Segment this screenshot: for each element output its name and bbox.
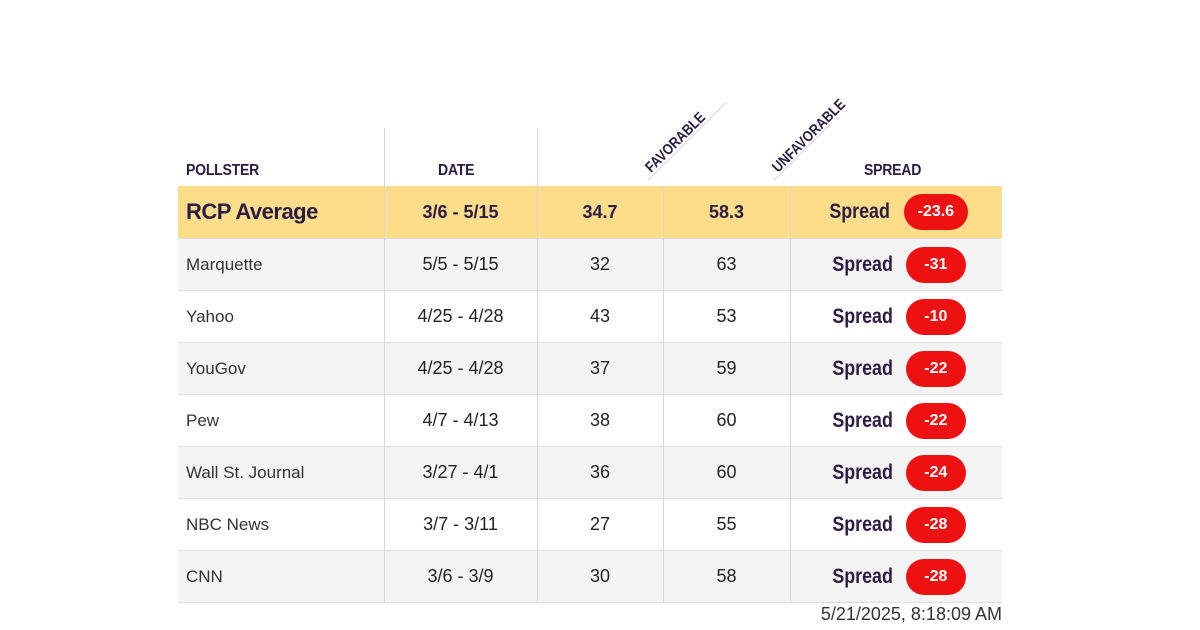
header-pollster-label: POLLSTER	[186, 162, 259, 179]
spread-label: Spread	[829, 200, 891, 223]
row-spread: Spread -28	[790, 498, 1002, 551]
row-spread: Spread -22	[790, 342, 1002, 395]
rcp-average-row: RCP Average 3/6 - 5/15 34.7 58.3 Spread …	[178, 186, 1002, 239]
row-pollster: NBC News	[178, 498, 385, 551]
table-row: Yahoo 4/25 - 4/28 43 53 Spread -10	[178, 290, 1002, 343]
spread-label: Spread	[831, 512, 893, 536]
table-row: Marquette 5/5 - 5/15 32 63 Spread -31	[178, 238, 1002, 291]
poll-table: RCP Average 3/6 - 5/15 34.7 58.3 Spread …	[178, 186, 1002, 603]
row-spread: Spread -24	[790, 446, 1002, 499]
spread-badge: -31	[905, 246, 966, 283]
row-favorable: 27	[537, 498, 664, 551]
row-spread: Spread -10	[790, 290, 1002, 343]
row-pollster: Wall St. Journal	[178, 446, 385, 499]
spread-label: Spread	[831, 304, 893, 328]
row-pollster: YouGov	[178, 342, 385, 395]
row-date: 3/7 - 3/11	[384, 498, 538, 551]
row-spread: Spread -22	[790, 394, 1002, 447]
row-favorable: 36	[537, 446, 664, 499]
average-pollster: RCP Average	[178, 186, 385, 239]
spread-badge: -22	[905, 402, 966, 439]
header-date-label: DATE	[438, 162, 475, 179]
spread-badge: -23.6	[903, 194, 969, 230]
row-date: 4/25 - 4/28	[384, 290, 538, 343]
spread-label: Spread	[831, 564, 893, 588]
spread-badge: -28	[905, 558, 966, 595]
spread-label: Spread	[831, 356, 893, 380]
row-unfavorable: 59	[663, 342, 791, 395]
row-unfavorable: 58	[663, 550, 791, 603]
header-pollster: POLLSTER	[178, 128, 384, 186]
average-unfavorable: 58.3	[663, 186, 791, 239]
row-favorable: 30	[537, 550, 664, 603]
row-date: 5/5 - 5/15	[384, 238, 538, 291]
spread-label: Spread	[831, 252, 893, 276]
table-row: YouGov 4/25 - 4/28 37 59 Spread -22	[178, 342, 1002, 395]
row-unfavorable: 60	[663, 446, 791, 499]
row-favorable: 43	[537, 290, 664, 343]
spread-label: Spread	[831, 408, 893, 432]
row-date: 4/7 - 4/13	[384, 394, 538, 447]
row-favorable: 32	[537, 238, 664, 291]
timestamp: 5/21/2025, 8:18:09 AM	[820, 604, 1002, 624]
table-row: NBC News 3/7 - 3/11 27 55 Spread -28	[178, 498, 1002, 551]
average-spread: Spread -23.6	[790, 186, 1002, 239]
row-unfavorable: 55	[663, 498, 791, 551]
table-row: CNN 3/6 - 3/9 30 58 Spread -28	[178, 550, 1002, 603]
row-favorable: 37	[537, 342, 664, 395]
row-unfavorable: 63	[663, 238, 791, 291]
header-divider	[384, 128, 385, 186]
row-pollster: Yahoo	[178, 290, 385, 343]
row-favorable: 38	[537, 394, 664, 447]
header-favorable-label: FAVORABLE	[641, 109, 709, 176]
average-date: 3/6 - 5/15	[384, 186, 538, 239]
row-unfavorable: 60	[663, 394, 791, 447]
row-pollster: CNN	[178, 550, 385, 603]
header-spread: SPREAD	[790, 128, 1002, 186]
spread-label: Spread	[831, 460, 893, 484]
row-spread: Spread -28	[790, 550, 1002, 603]
row-date: 4/25 - 4/28	[384, 342, 538, 395]
row-date: 3/27 - 4/1	[384, 446, 538, 499]
spread-badge: -24	[905, 454, 966, 491]
table-header: POLLSTER DATE FAVORABLE UNFAVORABLE SPRE…	[178, 80, 1002, 186]
row-pollster: Pew	[178, 394, 385, 447]
header-date: DATE	[384, 128, 537, 186]
header-divider	[537, 128, 538, 186]
spread-badge: -22	[905, 350, 966, 387]
spread-badge: -10	[905, 298, 966, 335]
row-unfavorable: 53	[663, 290, 791, 343]
row-date: 3/6 - 3/9	[384, 550, 538, 603]
row-pollster: Marquette	[178, 238, 385, 291]
average-favorable: 34.7	[537, 186, 664, 239]
poll-table-widget: POLLSTER DATE FAVORABLE UNFAVORABLE SPRE…	[178, 80, 1002, 624]
table-row: Wall St. Journal 3/27 - 4/1 36 60 Spread -24	[178, 446, 1002, 499]
spread-badge: -28	[905, 506, 966, 543]
table-row: Pew 4/7 - 4/13 38 60 Spread -22	[178, 394, 1002, 447]
header-spread-label: SPREAD	[864, 162, 922, 179]
row-spread: Spread -31	[790, 238, 1002, 291]
